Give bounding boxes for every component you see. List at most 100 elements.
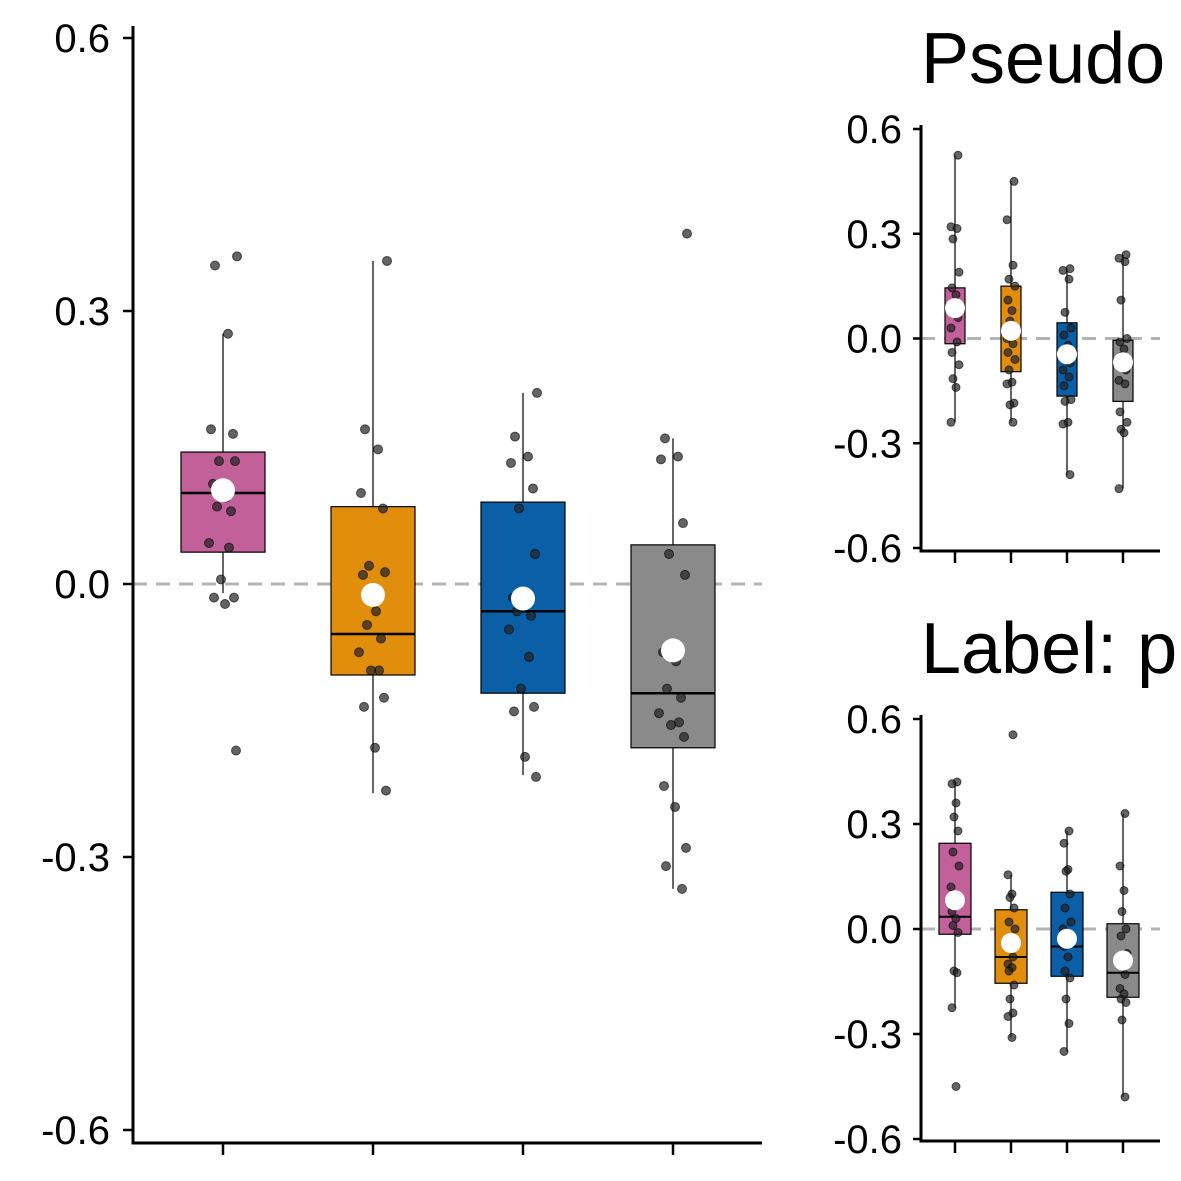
data-point [524, 651, 534, 662]
panel-3: Label: p 0.6 0.3 0.0 -0.3 -0.6 [833, 609, 1177, 1162]
data-point [220, 599, 230, 610]
data-point [951, 382, 961, 392]
data-point [678, 518, 688, 529]
data-point [360, 424, 370, 435]
mean-marker [1113, 352, 1133, 373]
data-point [1115, 337, 1125, 347]
data-point [947, 347, 957, 357]
data-point [232, 251, 242, 262]
data-point [206, 424, 216, 435]
data-point [1004, 365, 1014, 375]
data-point [1008, 260, 1018, 270]
y-tick-label: -0.6 [41, 1109, 110, 1153]
data-point [946, 417, 956, 427]
data-point [370, 742, 380, 753]
data-point [1117, 907, 1127, 916]
data-point [510, 431, 520, 442]
data-point [1005, 893, 1015, 902]
data-point [951, 798, 961, 808]
y-tick-label: -0.6 [833, 527, 902, 571]
data-point [682, 228, 692, 239]
box-group-3 [480, 387, 566, 782]
data-point [952, 337, 962, 347]
y-tick-label: -0.3 [41, 836, 110, 880]
data-point [226, 506, 236, 517]
data-point [1007, 1033, 1017, 1042]
data-point [371, 606, 381, 617]
data-point [953, 826, 963, 836]
data-point [223, 328, 233, 339]
box-group-2 [1000, 176, 1022, 427]
y-tick-label: 0.0 [846, 908, 902, 952]
data-point [947, 283, 957, 293]
data-point [212, 501, 222, 512]
mean-marker [1057, 344, 1077, 365]
data-point [373, 444, 383, 455]
data-point [359, 701, 369, 712]
data-point [1060, 396, 1070, 406]
data-point [1003, 347, 1013, 357]
data-point [1059, 381, 1069, 391]
data-point [954, 861, 964, 871]
data-point [1120, 970, 1130, 979]
box-group-2 [994, 730, 1028, 1042]
data-point [1058, 365, 1068, 375]
data-point [1121, 998, 1131, 1007]
data-point [1004, 966, 1014, 976]
box-group-1 [938, 777, 972, 1091]
box-group-4 [630, 228, 716, 894]
data-point [364, 560, 374, 571]
data-point [948, 921, 958, 930]
data-point [230, 456, 240, 467]
data-point [662, 683, 672, 694]
data-point [676, 692, 686, 703]
data-point [677, 883, 687, 894]
data-point [214, 456, 224, 467]
mean-marker [511, 586, 535, 611]
data-point [1122, 334, 1132, 343]
data-point [1009, 176, 1019, 186]
mean-marker [361, 582, 385, 607]
data-point [526, 610, 536, 621]
data-point [1122, 417, 1132, 427]
data-point [356, 488, 366, 498]
data-point [529, 701, 539, 712]
data-point [1058, 419, 1068, 429]
data-point [1064, 274, 1074, 284]
data-point [1061, 994, 1071, 1004]
data-point [1002, 215, 1012, 225]
data-point [528, 483, 538, 494]
data-point [1120, 257, 1130, 267]
data-point [382, 255, 392, 266]
data-point [1066, 323, 1076, 333]
data-point [1002, 379, 1012, 389]
data-point [509, 706, 519, 717]
data-point [228, 428, 238, 439]
data-point [949, 812, 959, 822]
box-group-3 [1050, 826, 1084, 1056]
data-point [380, 567, 390, 578]
data-point [656, 454, 666, 465]
data-point [1009, 903, 1019, 913]
data-point [1003, 1012, 1013, 1021]
y-tick-label: 0.0 [846, 318, 902, 362]
data-point [1121, 924, 1131, 934]
data-point [204, 538, 214, 549]
data-point [354, 647, 364, 658]
data-point [951, 1082, 961, 1091]
data-point [954, 360, 964, 370]
mean-marker [661, 638, 685, 663]
data-point [1119, 428, 1129, 438]
mean-marker [1001, 933, 1021, 953]
data-point [948, 234, 958, 244]
data-point [1058, 265, 1068, 275]
data-point [229, 592, 239, 603]
y-tick-label: 0.0 [54, 563, 110, 607]
data-point [1115, 407, 1125, 417]
box-group-1 [180, 251, 266, 756]
data-point [358, 569, 368, 580]
data-point [1008, 339, 1018, 349]
data-point [520, 751, 530, 762]
data-point [1003, 295, 1013, 305]
data-point [659, 781, 669, 792]
